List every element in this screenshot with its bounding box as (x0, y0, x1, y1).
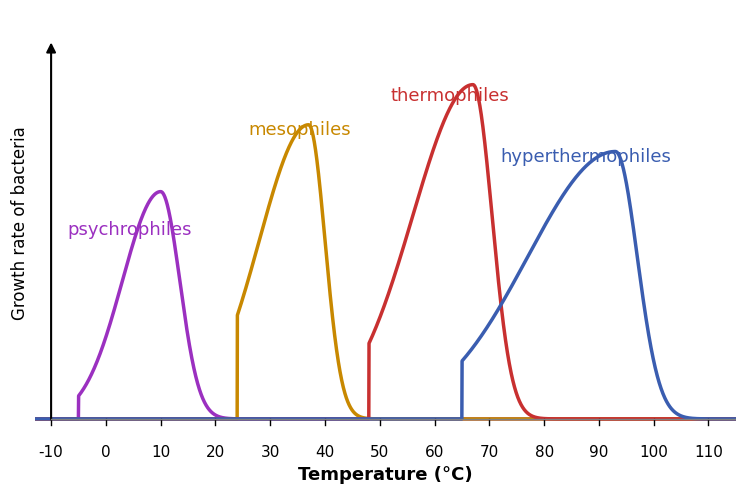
X-axis label: Temperature (°C): Temperature (°C) (298, 466, 473, 484)
Text: mesophiles: mesophiles (248, 121, 351, 139)
Y-axis label: Growth rate of bacteria: Growth rate of bacteria (11, 127, 29, 320)
Text: thermophiles: thermophiles (391, 87, 509, 105)
Text: hyperthermophiles: hyperthermophiles (500, 148, 672, 165)
Text: psychrophiles: psychrophiles (67, 221, 192, 239)
